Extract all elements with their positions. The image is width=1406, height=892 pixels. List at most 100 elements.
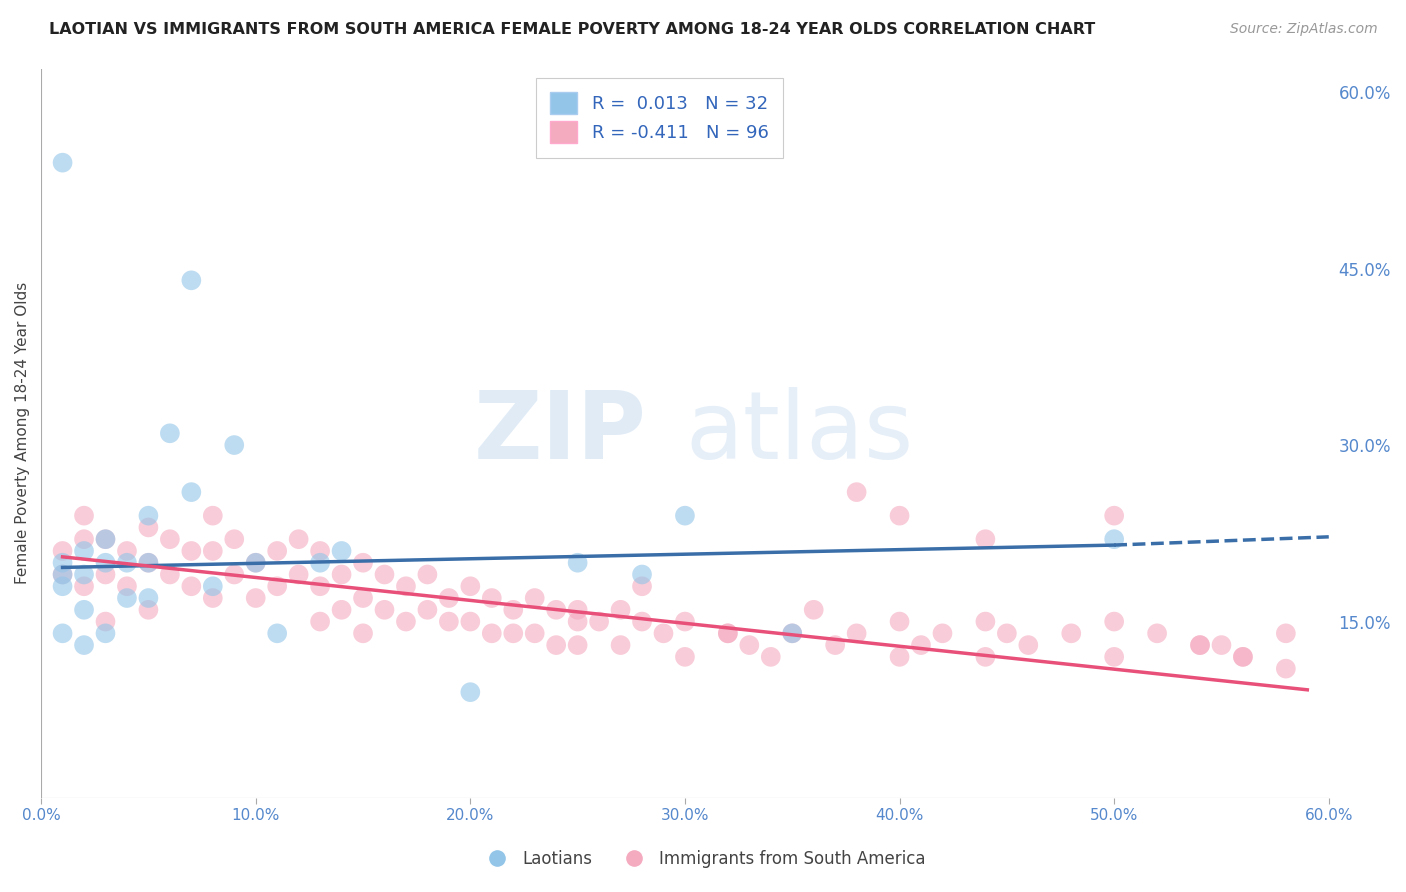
Point <box>1211 638 1233 652</box>
Point <box>201 579 224 593</box>
Point <box>481 591 503 605</box>
Point <box>180 544 202 558</box>
Point <box>437 591 460 605</box>
Point <box>115 591 138 605</box>
Point <box>416 567 439 582</box>
Point <box>52 155 75 169</box>
Point <box>1102 649 1125 664</box>
Point <box>73 579 96 593</box>
Point <box>309 579 332 593</box>
Point <box>159 426 181 441</box>
Point <box>567 603 589 617</box>
Point <box>115 556 138 570</box>
Point <box>460 685 482 699</box>
Point <box>224 438 246 452</box>
Point <box>1146 626 1168 640</box>
Point <box>180 273 202 287</box>
Point <box>1102 532 1125 546</box>
Point <box>1188 638 1211 652</box>
Point <box>52 556 75 570</box>
Point <box>138 520 160 534</box>
Point <box>73 603 96 617</box>
Point <box>94 556 117 570</box>
Point <box>115 544 138 558</box>
Point <box>180 485 202 500</box>
Point <box>717 626 740 640</box>
Point <box>73 567 96 582</box>
Point <box>546 603 568 617</box>
Point <box>309 544 332 558</box>
Point <box>1275 626 1298 640</box>
Y-axis label: Female Poverty Among 18-24 Year Olds: Female Poverty Among 18-24 Year Olds <box>15 282 30 584</box>
Point <box>889 649 911 664</box>
Point <box>1102 615 1125 629</box>
Point <box>502 626 524 640</box>
Point <box>73 638 96 652</box>
Point <box>287 532 309 546</box>
Point <box>330 603 353 617</box>
Point <box>845 485 868 500</box>
Point <box>245 591 267 605</box>
Point <box>631 579 654 593</box>
Point <box>567 615 589 629</box>
Point <box>631 567 654 582</box>
Point <box>889 615 911 629</box>
Point <box>201 544 224 558</box>
Point <box>224 532 246 546</box>
Point <box>73 544 96 558</box>
Point <box>738 638 761 652</box>
Point <box>73 532 96 546</box>
Point <box>588 615 610 629</box>
Point <box>995 626 1018 640</box>
Point <box>52 626 75 640</box>
Point <box>1232 649 1254 664</box>
Point <box>974 649 997 664</box>
Point <box>824 638 846 652</box>
Point <box>460 615 482 629</box>
Point <box>52 567 75 582</box>
Point <box>845 626 868 640</box>
Point <box>780 626 803 640</box>
Point <box>1060 626 1083 640</box>
Point <box>567 638 589 652</box>
Point <box>73 508 96 523</box>
Point <box>138 591 160 605</box>
Point <box>910 638 932 652</box>
Point <box>523 591 546 605</box>
Point <box>416 603 439 617</box>
Point <box>759 649 782 664</box>
Point <box>330 567 353 582</box>
Point <box>437 615 460 629</box>
Point <box>330 544 353 558</box>
Point <box>546 638 568 652</box>
Point <box>266 579 288 593</box>
Point <box>631 615 654 629</box>
Point <box>609 603 631 617</box>
Legend: R =  0.013   N = 32, R = -0.411   N = 96: R = 0.013 N = 32, R = -0.411 N = 96 <box>536 78 783 158</box>
Point <box>523 626 546 640</box>
Point <box>309 615 332 629</box>
Point <box>1188 638 1211 652</box>
Point <box>717 626 740 640</box>
Legend: Laotians, Immigrants from South America: Laotians, Immigrants from South America <box>474 844 932 875</box>
Point <box>567 556 589 570</box>
Point <box>94 532 117 546</box>
Point <box>931 626 953 640</box>
Point <box>309 556 332 570</box>
Point <box>94 532 117 546</box>
Point <box>138 603 160 617</box>
Point <box>52 567 75 582</box>
Point <box>266 544 288 558</box>
Point <box>974 532 997 546</box>
Point <box>201 508 224 523</box>
Point <box>1102 508 1125 523</box>
Point <box>673 615 696 629</box>
Point <box>373 603 395 617</box>
Point <box>352 626 374 640</box>
Point <box>245 556 267 570</box>
Point <box>1017 638 1039 652</box>
Point <box>52 579 75 593</box>
Point <box>224 567 246 582</box>
Text: ZIP: ZIP <box>474 387 647 479</box>
Point <box>159 532 181 546</box>
